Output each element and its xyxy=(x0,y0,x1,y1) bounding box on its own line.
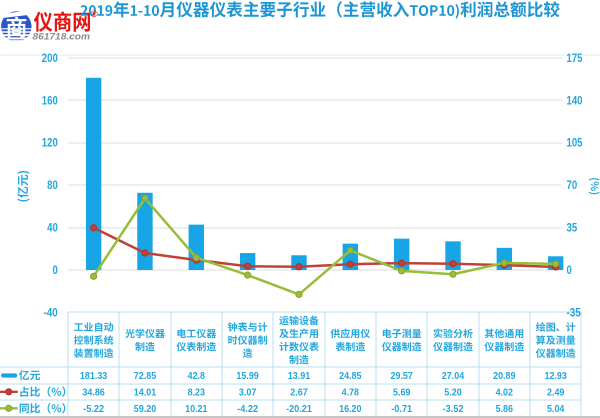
svg-text:3.07: 3.07 xyxy=(239,388,257,399)
svg-text:0: 0 xyxy=(567,263,573,277)
svg-text:14.01: 14.01 xyxy=(134,388,157,399)
svg-text:861718.com: 861718.com xyxy=(33,31,91,42)
svg-text:80: 80 xyxy=(47,178,58,192)
svg-text:181.33: 181.33 xyxy=(80,371,108,382)
svg-text:34.86: 34.86 xyxy=(82,388,105,399)
svg-text:27.04: 27.04 xyxy=(442,371,465,382)
svg-text:-20.21: -20.21 xyxy=(286,404,312,415)
svg-text:5.04: 5.04 xyxy=(547,404,565,415)
svg-text:12.93: 12.93 xyxy=(545,371,568,382)
svg-text:140: 140 xyxy=(567,93,583,107)
svg-text:-35: -35 xyxy=(567,305,582,319)
svg-text:175: 175 xyxy=(567,51,583,65)
svg-text:-0.71: -0.71 xyxy=(391,404,412,415)
svg-text:105: 105 xyxy=(567,136,583,150)
svg-text:5.20: 5.20 xyxy=(444,388,462,399)
svg-text:160: 160 xyxy=(42,93,58,107)
svg-text:70: 70 xyxy=(567,178,578,192)
svg-text:20.89: 20.89 xyxy=(493,371,516,382)
svg-text:15.99: 15.99 xyxy=(236,371,259,382)
svg-text:-4.22: -4.22 xyxy=(237,404,258,415)
svg-text:2.49: 2.49 xyxy=(547,388,565,399)
svg-text:72.85: 72.85 xyxy=(134,371,157,382)
svg-text:10.21: 10.21 xyxy=(185,404,208,415)
svg-text:35: 35 xyxy=(567,221,578,235)
svg-text:40: 40 xyxy=(47,221,58,235)
svg-text:200: 200 xyxy=(42,51,58,65)
svg-text:13.91: 13.91 xyxy=(288,371,311,382)
svg-text:-40: -40 xyxy=(44,305,59,319)
svg-text:-5.22: -5.22 xyxy=(83,404,104,415)
svg-text:4.02: 4.02 xyxy=(496,388,514,399)
svg-text:24.85: 24.85 xyxy=(339,371,362,382)
svg-text:0: 0 xyxy=(53,263,59,277)
svg-text:29.57: 29.57 xyxy=(391,371,414,382)
svg-text:4.78: 4.78 xyxy=(342,388,360,399)
svg-text:8.23: 8.23 xyxy=(188,388,206,399)
svg-text:16.20: 16.20 xyxy=(339,404,362,415)
svg-text:®: ® xyxy=(91,9,98,20)
svg-text:120: 120 xyxy=(42,136,58,150)
svg-text:2.67: 2.67 xyxy=(290,388,308,399)
svg-text:-3.52: -3.52 xyxy=(443,404,464,415)
svg-text:42.8: 42.8 xyxy=(188,371,206,382)
svg-text:5.69: 5.69 xyxy=(393,388,411,399)
svg-text:59.20: 59.20 xyxy=(134,404,157,415)
svg-text:5.86: 5.86 xyxy=(496,404,514,415)
